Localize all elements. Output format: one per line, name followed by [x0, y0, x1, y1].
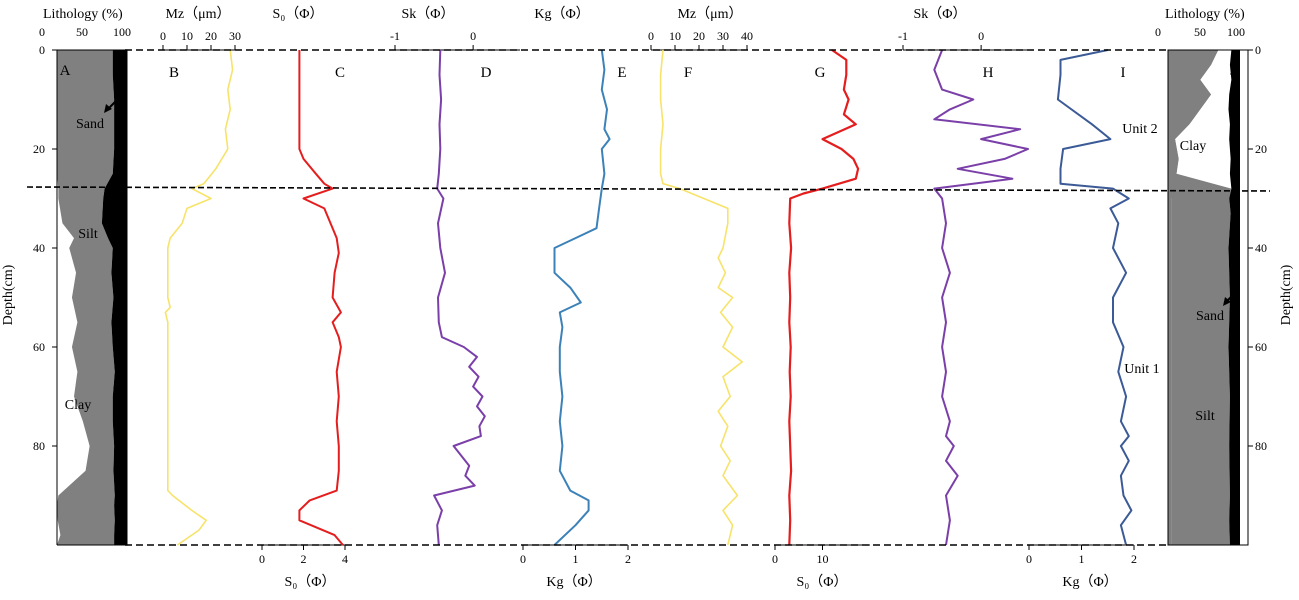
axis-title-b: Mz（μm）: [165, 6, 230, 22]
depth-title-left: Depth(cm): [1, 264, 16, 325]
axis-title-a: Lithology (%): [43, 7, 123, 22]
label-silt-j: Silt: [1195, 409, 1215, 424]
tick-label-e-1: 1: [573, 552, 579, 566]
tick-label-e-0: 0: [520, 552, 526, 566]
panel-letter-f: F: [684, 65, 692, 81]
tick-label-g-1: 10: [817, 552, 829, 566]
depth-label-left-0: 0: [39, 43, 45, 57]
label-clay-a: Clay: [65, 398, 91, 413]
depth-label-right-1: 20: [1255, 142, 1267, 156]
lithology-fill-a: [57, 50, 115, 545]
tick-label-c-0: 0: [259, 552, 265, 566]
panel-letter-g: G: [815, 65, 826, 81]
unit-boundary: [26, 186, 1271, 192]
sand-fill-a: [101, 50, 125, 545]
tick-label-d-1: 0: [470, 29, 476, 43]
axis-title-d: Sk（Φ）: [401, 6, 454, 22]
tick-label-a-2: 100: [113, 25, 131, 39]
arrow-head-j: [1223, 297, 1231, 306]
axis-title-f: Mz（μm）: [677, 6, 742, 22]
label-unit-2: Unit 2: [1122, 122, 1157, 137]
label-silt-a: Silt: [78, 227, 98, 242]
axis-title-j: Lithology (%): [1165, 7, 1245, 22]
tick-label-b-0: 0: [160, 29, 166, 43]
tick-label-b-1: 10: [181, 29, 193, 43]
arrow-head-a: [104, 104, 112, 113]
depth-label-left-2: 40: [33, 241, 45, 255]
tick-label-i-0: 0: [1026, 552, 1032, 566]
panel-letter-e: E: [617, 65, 626, 81]
series-line-g: [788, 49, 860, 546]
label-clay-j: Clay: [1180, 139, 1206, 154]
tick-label-j-2: 100: [1227, 25, 1245, 39]
axis-xlabel-e: Kg（Φ）: [546, 574, 601, 590]
tick-label-f-4: 40: [741, 29, 753, 43]
tick-label-f-0: 0: [648, 29, 654, 43]
tick-label-f-3: 30: [717, 29, 729, 43]
series-line-i: [1056, 49, 1133, 546]
tick-label-c-2: 4: [342, 552, 348, 566]
tick-label-i-1: 1: [1079, 552, 1085, 566]
plot-layer: Lithology (%)0 50 100ASandSiltClayLitholog…: [1, 6, 1294, 590]
tick-label-f-2: 20: [693, 29, 705, 43]
tick-label-j-0: 0: [1155, 25, 1161, 39]
axis-xlabel-i: Kg（Φ）: [1062, 574, 1117, 590]
axis-xlabel-g: S₀（Φ）: [797, 574, 848, 590]
tick-label-h-1: 0: [978, 29, 984, 43]
depth-label-left-1: 20: [33, 142, 45, 156]
lithology-lower-j: [1171, 50, 1232, 545]
depth-title-right: Depth(cm): [1279, 264, 1294, 325]
panel-letter-d: D: [481, 65, 492, 81]
depth-label-right-3: 60: [1255, 340, 1267, 354]
series-line-b: [164, 49, 234, 546]
tick-label-j-1: 50: [1194, 25, 1206, 39]
depth-label-left-4: 80: [33, 439, 45, 453]
tick-label-a-0: 0: [39, 25, 45, 39]
depth-label-right-2: 40: [1255, 241, 1267, 255]
tick-label-e-2: 2: [625, 552, 631, 566]
label-sand-a: Sand: [76, 117, 104, 132]
series-line-h: [933, 49, 1029, 546]
tick-label-c-1: 2: [301, 552, 307, 566]
axis-title-e: Kg（Φ）: [534, 6, 589, 22]
axis-xlabel-c: S₀（Φ）: [285, 574, 336, 590]
lithology-fill-j: [1168, 50, 1219, 545]
depth-label-right-0: 0: [1255, 43, 1261, 57]
tick-label-i-2: 2: [1131, 552, 1137, 566]
label-unit-1: Unit 1: [1124, 362, 1159, 377]
tick-label-a-1: 50: [76, 25, 88, 39]
tick-label-b-2: 20: [205, 29, 217, 43]
panel-letter-h: H: [983, 65, 994, 81]
panel-letter-a: A: [60, 63, 71, 79]
tick-label-d-0: -1: [390, 29, 400, 43]
depth-label-right-4: 80: [1255, 439, 1267, 453]
series-line-c: [298, 50, 344, 546]
panel-letter-i: I: [1121, 65, 1126, 81]
label-sand-j: Sand: [1196, 309, 1224, 324]
panel-letter-j: J: [1230, 63, 1236, 79]
series-line-d: [433, 49, 486, 546]
tick-label-g-0: 0: [772, 552, 778, 566]
panel-letter-b: B: [169, 65, 179, 81]
sand-fill-j: [1228, 50, 1240, 545]
depth-label-left-3: 60: [33, 340, 45, 354]
axis-title-c: S₀（Φ）: [273, 6, 324, 22]
series-line-e: [553, 49, 611, 546]
series-line-f: [659, 49, 743, 546]
tick-label-h-0: -1: [898, 29, 908, 43]
tick-label-f-1: 10: [669, 29, 681, 43]
panel-letter-c: C: [335, 65, 345, 81]
axis-title-h: Sk（Φ）: [913, 6, 966, 22]
tick-label-b-3: 30: [229, 29, 241, 43]
